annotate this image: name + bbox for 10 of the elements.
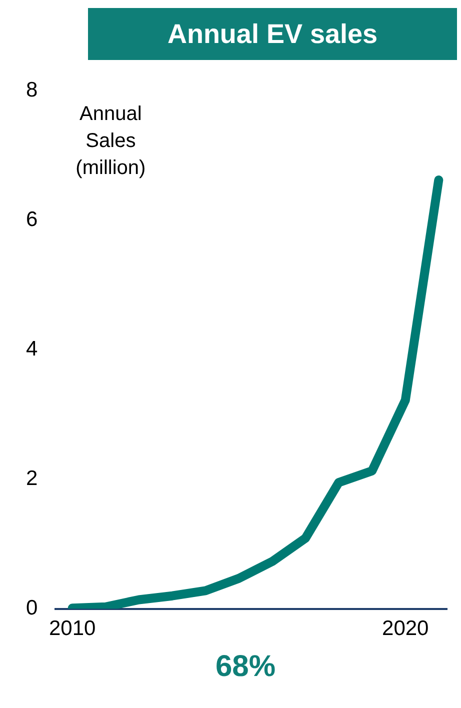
y-axis-title: Annual Sales (million) [76, 103, 146, 180]
x-tick-label: 2010 [48, 617, 96, 640]
x-tick-label: 2020 [382, 617, 429, 640]
y-tick-label: 2 [26, 467, 38, 490]
y-tick-label: 4 [26, 337, 38, 360]
y-tick-label: 8 [26, 78, 38, 102]
chart-title: Annual EV sales [88, 8, 457, 60]
text: 68% [214, 650, 277, 684]
y-tick-label: 0 [26, 596, 38, 620]
y-tick-label: 6 [26, 208, 38, 231]
